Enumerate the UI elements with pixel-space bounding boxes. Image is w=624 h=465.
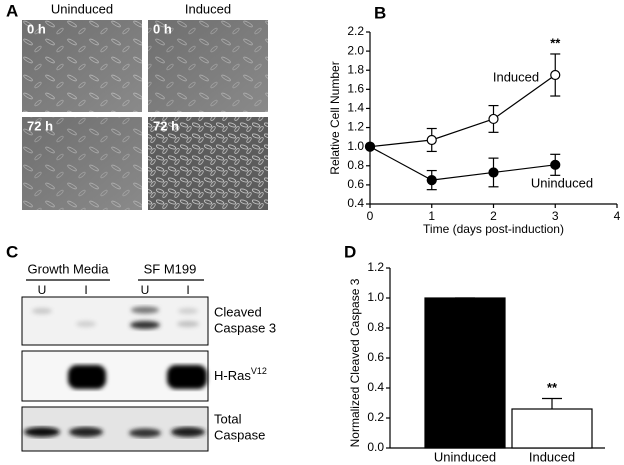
y-tick-label: 1.2 bbox=[347, 120, 364, 134]
y-tick-label: 1.6 bbox=[347, 82, 364, 96]
series-label: Induced bbox=[493, 69, 539, 84]
time-label: 72 h bbox=[27, 118, 53, 133]
blot-label-superscript: V12 bbox=[251, 366, 267, 376]
y-tick-label: 1.8 bbox=[347, 62, 364, 76]
y-tick-label: 1.4 bbox=[347, 101, 364, 115]
y-tick-label: 2.2 bbox=[347, 24, 364, 38]
series-line bbox=[369, 74, 556, 148]
time-label: 0 h bbox=[153, 21, 172, 36]
point bbox=[364, 141, 376, 152]
group-header: Growth Media bbox=[28, 261, 110, 276]
x-tick-label: 2 bbox=[490, 209, 497, 223]
panel-label: C bbox=[6, 242, 18, 261]
x-tick-label: 4 bbox=[614, 209, 621, 223]
y-tick-label: 0.4 bbox=[347, 196, 364, 210]
x-tick-label: 0 bbox=[367, 209, 374, 223]
y-tick-label: 0.4 bbox=[367, 380, 384, 394]
y-tick-label: 0.8 bbox=[367, 320, 384, 334]
lane-label: U bbox=[141, 283, 150, 297]
point bbox=[426, 134, 437, 146]
y-tick-label: 0.6 bbox=[367, 350, 384, 364]
panel-label: A bbox=[6, 1, 18, 20]
lane-label: I bbox=[186, 283, 189, 297]
group-header: SF M199 bbox=[144, 261, 197, 276]
y-tick-label: 0.2 bbox=[367, 410, 384, 424]
column-header: Induced bbox=[185, 1, 231, 16]
micrographs bbox=[22, 20, 268, 210]
annotation: ** bbox=[547, 380, 558, 395]
point bbox=[426, 175, 437, 186]
bar bbox=[424, 297, 506, 449]
point bbox=[550, 69, 561, 81]
y-axis-title: Relative Cell Number bbox=[328, 61, 342, 174]
y-tick-label: 0.8 bbox=[347, 158, 364, 172]
y-tick-label: 1.0 bbox=[367, 290, 384, 304]
panel-label: B bbox=[374, 3, 386, 22]
blot-label-text: H-Ras bbox=[214, 368, 251, 383]
y-tick-label: 1.0 bbox=[347, 139, 364, 153]
series-line bbox=[369, 146, 556, 181]
point bbox=[488, 167, 499, 178]
bar bbox=[511, 408, 593, 449]
x-tick-label: 1 bbox=[428, 209, 435, 223]
blot-label: Cleaved bbox=[214, 304, 262, 319]
panel-label: D bbox=[344, 242, 356, 261]
lane-label: I bbox=[84, 283, 87, 297]
time-label: 0 h bbox=[27, 21, 46, 36]
blot-label: Total bbox=[214, 411, 242, 426]
blot-label: H-RasV12 bbox=[214, 366, 267, 383]
y-axis-title: Normalized Cleaved Caspase 3 bbox=[348, 278, 362, 447]
blot-label: Caspase bbox=[214, 427, 265, 442]
lane-label: U bbox=[38, 283, 47, 297]
x-tick-label: Induced bbox=[529, 449, 575, 464]
blot-label: Caspase 3 bbox=[214, 320, 276, 335]
x-tick-label: 3 bbox=[552, 209, 559, 223]
annotation: ** bbox=[550, 35, 561, 50]
point bbox=[488, 113, 499, 125]
western-blots bbox=[21, 296, 209, 452]
y-tick-label: 0.0 bbox=[367, 440, 384, 454]
series-label: Uninduced bbox=[531, 175, 593, 190]
x-tick-label: Uninduced bbox=[434, 449, 496, 464]
y-tick-label: 1.2 bbox=[367, 260, 384, 274]
y-tick-label: 0.6 bbox=[347, 177, 364, 191]
x-axis-title: Time (days post-induction) bbox=[423, 222, 564, 236]
y-tick-label: 2.0 bbox=[347, 43, 364, 57]
point bbox=[550, 159, 561, 170]
column-header: Uninduced bbox=[51, 1, 113, 16]
time-label: 72 h bbox=[153, 118, 179, 133]
